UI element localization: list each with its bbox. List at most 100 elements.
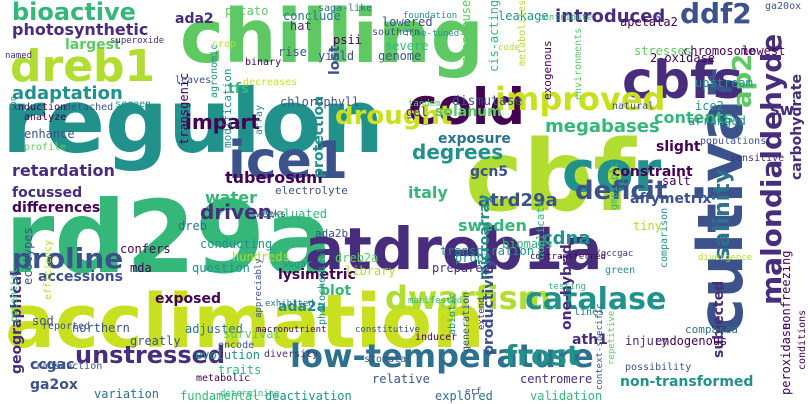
word-sugar: sugar	[282, 259, 313, 270]
word-exhibited: exhibited	[265, 299, 314, 309]
word-low-temperature: low-temperature	[290, 337, 594, 375]
word-chilling: chilling	[180, 0, 484, 80]
word-superoxide: superoxide	[110, 36, 165, 46]
word-salt: salt	[662, 174, 691, 188]
word-lysimetric: lysimetric	[278, 267, 356, 283]
word-chlorophyll: chlorophyll	[280, 95, 360, 109]
word-compared: compared	[685, 323, 738, 336]
word-array: array	[254, 104, 265, 135]
word-lost: lost	[327, 45, 343, 75]
word-dreb2a: dreb2a	[335, 251, 379, 265]
word-survival: survival	[223, 327, 281, 341]
word-manifested: manifested	[408, 296, 463, 306]
word-lowest: lowest	[742, 44, 786, 58]
word-reported: reported	[42, 321, 91, 332]
word-detached: detached	[65, 102, 114, 113]
word-leakage: leakage	[498, 9, 549, 23]
word-diversity: diversity	[264, 349, 319, 360]
word-comparison: comparison	[659, 207, 670, 268]
word-metabolites: metabolites	[517, 0, 528, 67]
word-inducer: inducer	[415, 332, 458, 343]
word-adjusted: adjusted	[185, 322, 243, 336]
word-differences: differences	[12, 200, 101, 216]
word-foundation: foundation	[403, 11, 458, 21]
word-slight: slight	[656, 139, 701, 155]
word-introduced: introduced	[555, 6, 666, 27]
word-constitutive: constitutive	[355, 325, 421, 335]
word-gmpi-plc: gmpi-plc	[609, 161, 620, 210]
word-2-oxidase: 2-oxidase	[650, 51, 716, 65]
word-environments: environments	[573, 27, 584, 100]
word-impart: impart	[185, 110, 260, 134]
word-exposed: exposed	[155, 291, 222, 307]
word-contents: contents	[654, 108, 733, 127]
word-salinity: salinity	[710, 168, 735, 260]
word-sensitive: sensitive	[730, 153, 785, 164]
word-cold: cold	[408, 78, 525, 136]
word-chromosome: chromosome	[683, 44, 756, 58]
word-focussed: focussed	[12, 185, 83, 201]
word-improved: improved	[495, 80, 666, 118]
word-variation: variation	[94, 387, 160, 401]
word-megabases: megabases	[545, 116, 660, 137]
word-carbohydrate: carbohydrate	[789, 74, 805, 180]
word-erf: erf	[465, 387, 482, 397]
word-enhance: enhance	[24, 127, 75, 141]
word-potential: potential	[9, 267, 20, 322]
word-prepared: prepared	[432, 261, 490, 275]
word-rise: rise	[278, 45, 307, 59]
word-validation: validation	[530, 389, 603, 403]
word-tandem: tandem	[408, 99, 441, 109]
word-binary: binary	[245, 57, 282, 68]
word-upstream: upstream	[695, 76, 753, 90]
word-atdreb1a: atdreb1a	[305, 215, 603, 283]
word-induction: induction	[12, 102, 67, 113]
word-efficiency: efficiency	[43, 239, 54, 300]
word-weeks: weeks	[256, 209, 287, 220]
word-italy: italy	[408, 183, 448, 202]
word-arranged: arranged	[688, 114, 746, 128]
word-ddf2: ddf2	[680, 0, 752, 30]
word-stomatal: stomatal	[364, 354, 413, 365]
word-sod: sod	[32, 314, 54, 328]
word-determining: determining	[220, 389, 280, 399]
word-deficit: deficit	[575, 176, 668, 206]
word-transpiration: transpiration	[440, 244, 534, 258]
word-modification: modification	[221, 68, 234, 148]
word-fine-tuned: fine-tuned	[405, 29, 460, 39]
word-explored: explored	[435, 389, 493, 403]
word-tiny: tiny	[633, 219, 662, 233]
word-regulon: regulon	[2, 70, 384, 173]
word-populations: populations	[700, 136, 767, 147]
word-cis-acting: cis-acting	[487, 0, 501, 73]
word-saga-like: saga-like	[318, 3, 373, 14]
word-metabolic: metabolic	[196, 373, 251, 384]
word-probe: probe	[455, 251, 492, 265]
word-gcn5: gcn5	[470, 164, 509, 180]
word-repetitive: repetitive	[607, 310, 617, 365]
word-deactivation: deactivation	[265, 389, 352, 403]
word-stresses: stresses	[634, 44, 692, 58]
word-agronomic: agronomic	[209, 43, 220, 98]
word-ada2: ada2	[175, 11, 214, 27]
word-photochemical: photochemical	[317, 246, 328, 325]
word-ccgac: ccgac	[30, 357, 75, 373]
word-cdna: cdna	[542, 228, 591, 249]
word-evolution: evolution	[195, 348, 261, 362]
word-injury: injury	[625, 334, 669, 348]
word-cbfs: cbfs	[622, 51, 744, 111]
word-profile: profile	[24, 142, 67, 153]
word-dreb: dreb	[178, 219, 207, 233]
word-potato: potato	[225, 4, 269, 18]
word-lines: lines	[574, 307, 605, 318]
word-green: green	[605, 265, 636, 276]
word-testing: testing	[548, 282, 586, 292]
word-adaptation: adaptation	[12, 83, 123, 104]
word-contribute: contribute	[538, 13, 593, 23]
word-ice2: ice2	[695, 99, 724, 113]
word-divergence: divergence	[698, 253, 753, 263]
word-traits: traits	[218, 363, 262, 377]
word-dismutase: dismutase	[452, 94, 523, 109]
word-exposure: exposure	[438, 131, 511, 147]
word-centromere: centromere	[520, 372, 593, 386]
